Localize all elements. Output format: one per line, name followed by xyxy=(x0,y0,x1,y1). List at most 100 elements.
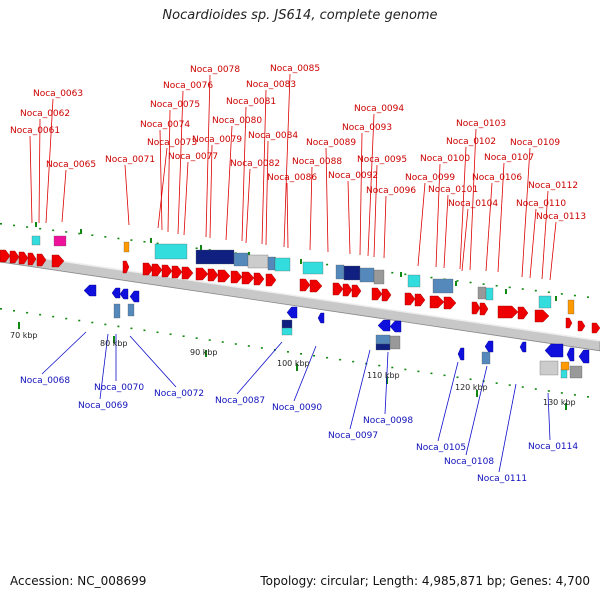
major-tick xyxy=(113,336,115,343)
forward-gene-arrow xyxy=(534,309,550,323)
reverse-gene-arrow xyxy=(389,320,402,333)
gene-features xyxy=(0,235,600,379)
upper-track-dot xyxy=(508,286,511,289)
lower-track-dot xyxy=(247,345,250,347)
reverse-gene-arrow xyxy=(83,284,97,297)
reverse-leader xyxy=(99,333,109,400)
scale-label: 90 kbp xyxy=(190,348,218,357)
forward-leader xyxy=(469,128,477,271)
lower-track-dot xyxy=(52,315,55,318)
lower-track-dot xyxy=(560,392,563,394)
forward-gene-arrow xyxy=(217,269,231,283)
major-tick xyxy=(205,350,207,357)
forward-gene-label: Noca_0074 xyxy=(140,120,190,130)
map-title: Nocardioides sp. JS614, complete genome xyxy=(162,8,438,23)
upper-track-dot xyxy=(456,280,459,282)
upper-track-dot xyxy=(391,271,394,274)
minor-tick xyxy=(80,229,82,234)
lower-track-dot xyxy=(117,325,120,328)
forward-gene-arrow xyxy=(577,320,586,332)
forward-gene-label: Noca_0099 xyxy=(405,173,455,183)
forward-gene-arrow xyxy=(253,272,265,286)
reverse-gene-label: Noca_0111 xyxy=(477,474,527,484)
lower-track-dot xyxy=(208,339,211,341)
forward-leader xyxy=(373,164,378,258)
upper-track-dot xyxy=(143,240,146,243)
forward-gene-label: Noca_0109 xyxy=(510,138,560,148)
forward-leader xyxy=(347,180,351,255)
forward-gene-arrow xyxy=(497,305,519,319)
forward-gene-arrow xyxy=(18,251,29,265)
forward-leader xyxy=(529,208,537,279)
feature-box xyxy=(233,252,249,267)
forward-leader xyxy=(497,162,505,273)
reverse-gene-label: Noca_0108 xyxy=(444,457,494,467)
reverse-gene-label: Noca_0105 xyxy=(416,443,466,453)
forward-leader xyxy=(225,125,233,241)
forward-gene-label: Noca_0076 xyxy=(163,81,213,91)
feature-box xyxy=(567,299,575,315)
forward-leader xyxy=(167,109,171,233)
genome-backbone xyxy=(0,251,600,352)
upper-track-dot xyxy=(13,224,16,227)
forward-gene-arrow xyxy=(230,270,243,284)
lower-track-dot xyxy=(326,356,329,359)
upper-track-dot xyxy=(547,291,550,294)
lower-track-dot xyxy=(573,394,576,396)
forward-gene-label: Noca_0113 xyxy=(536,212,586,222)
reverse-gene-label: Noca_0098 xyxy=(363,416,413,426)
upper-track-dot xyxy=(404,273,407,276)
lower-track-dot xyxy=(547,390,550,392)
upper-track-dot xyxy=(430,276,433,279)
forward-gene-arrow xyxy=(161,264,173,278)
forward-leader xyxy=(205,74,211,238)
forward-leader xyxy=(359,132,363,256)
forward-leader xyxy=(417,182,426,267)
reverse-gene-arrow xyxy=(129,290,140,303)
forward-leader xyxy=(461,208,469,272)
minor-tick xyxy=(400,272,402,277)
feature-box xyxy=(485,287,494,301)
reverse-leader xyxy=(129,335,177,388)
reverse-gene-label: Noca_0070 xyxy=(94,383,144,393)
forward-leader xyxy=(325,147,329,253)
minor-tick xyxy=(248,252,250,257)
forward-gene-label: Noca_0078 xyxy=(190,65,240,75)
feature-box xyxy=(373,269,385,285)
upper-track-dot xyxy=(534,289,537,292)
forward-gene-label: Noca_0088 xyxy=(292,157,342,167)
feature-box xyxy=(267,256,276,271)
lower-track-dot xyxy=(300,353,302,355)
forward-gene-label: Noca_0096 xyxy=(366,186,416,196)
feature-box xyxy=(560,361,570,371)
reverse-gene-label: Noca_0114 xyxy=(528,442,578,452)
lower-track-dot xyxy=(495,382,498,384)
forward-gene-label: Noca_0073 xyxy=(147,138,197,148)
lower-track-dot xyxy=(221,341,224,343)
major-tick xyxy=(565,403,567,410)
reverse-gene-arrow xyxy=(317,312,325,324)
forward-gene-arrow xyxy=(471,301,481,315)
forward-leader xyxy=(45,98,54,224)
reverse-gene-label: Noca_0068 xyxy=(20,376,70,386)
forward-leader xyxy=(241,106,247,242)
lower-track-dot xyxy=(586,396,589,398)
scale-label: 130 kbp xyxy=(543,398,576,407)
forward-leader xyxy=(265,140,269,246)
scale-label: 70 kbp xyxy=(10,331,38,340)
forward-gene-arrow xyxy=(207,268,219,282)
reverse-leader xyxy=(349,349,371,430)
lower-track-dot xyxy=(391,366,394,369)
reverse-gene-arrow xyxy=(519,341,527,353)
backbone-band xyxy=(0,251,600,352)
reverse-gene-arrow xyxy=(119,288,129,300)
forward-gene-label: Noca_0085 xyxy=(270,64,320,74)
forward-gene-label: Noca_0075 xyxy=(150,100,200,110)
reverse-gene-arrow xyxy=(457,347,465,361)
lower-track-dot xyxy=(130,327,133,330)
accession-text: Accession: NC_008699 xyxy=(10,574,147,588)
feature-box xyxy=(477,286,487,300)
lower-track-dot xyxy=(469,378,472,381)
upper-track-dot xyxy=(586,296,589,298)
reverse-gene-label: Noca_0069 xyxy=(78,401,128,411)
